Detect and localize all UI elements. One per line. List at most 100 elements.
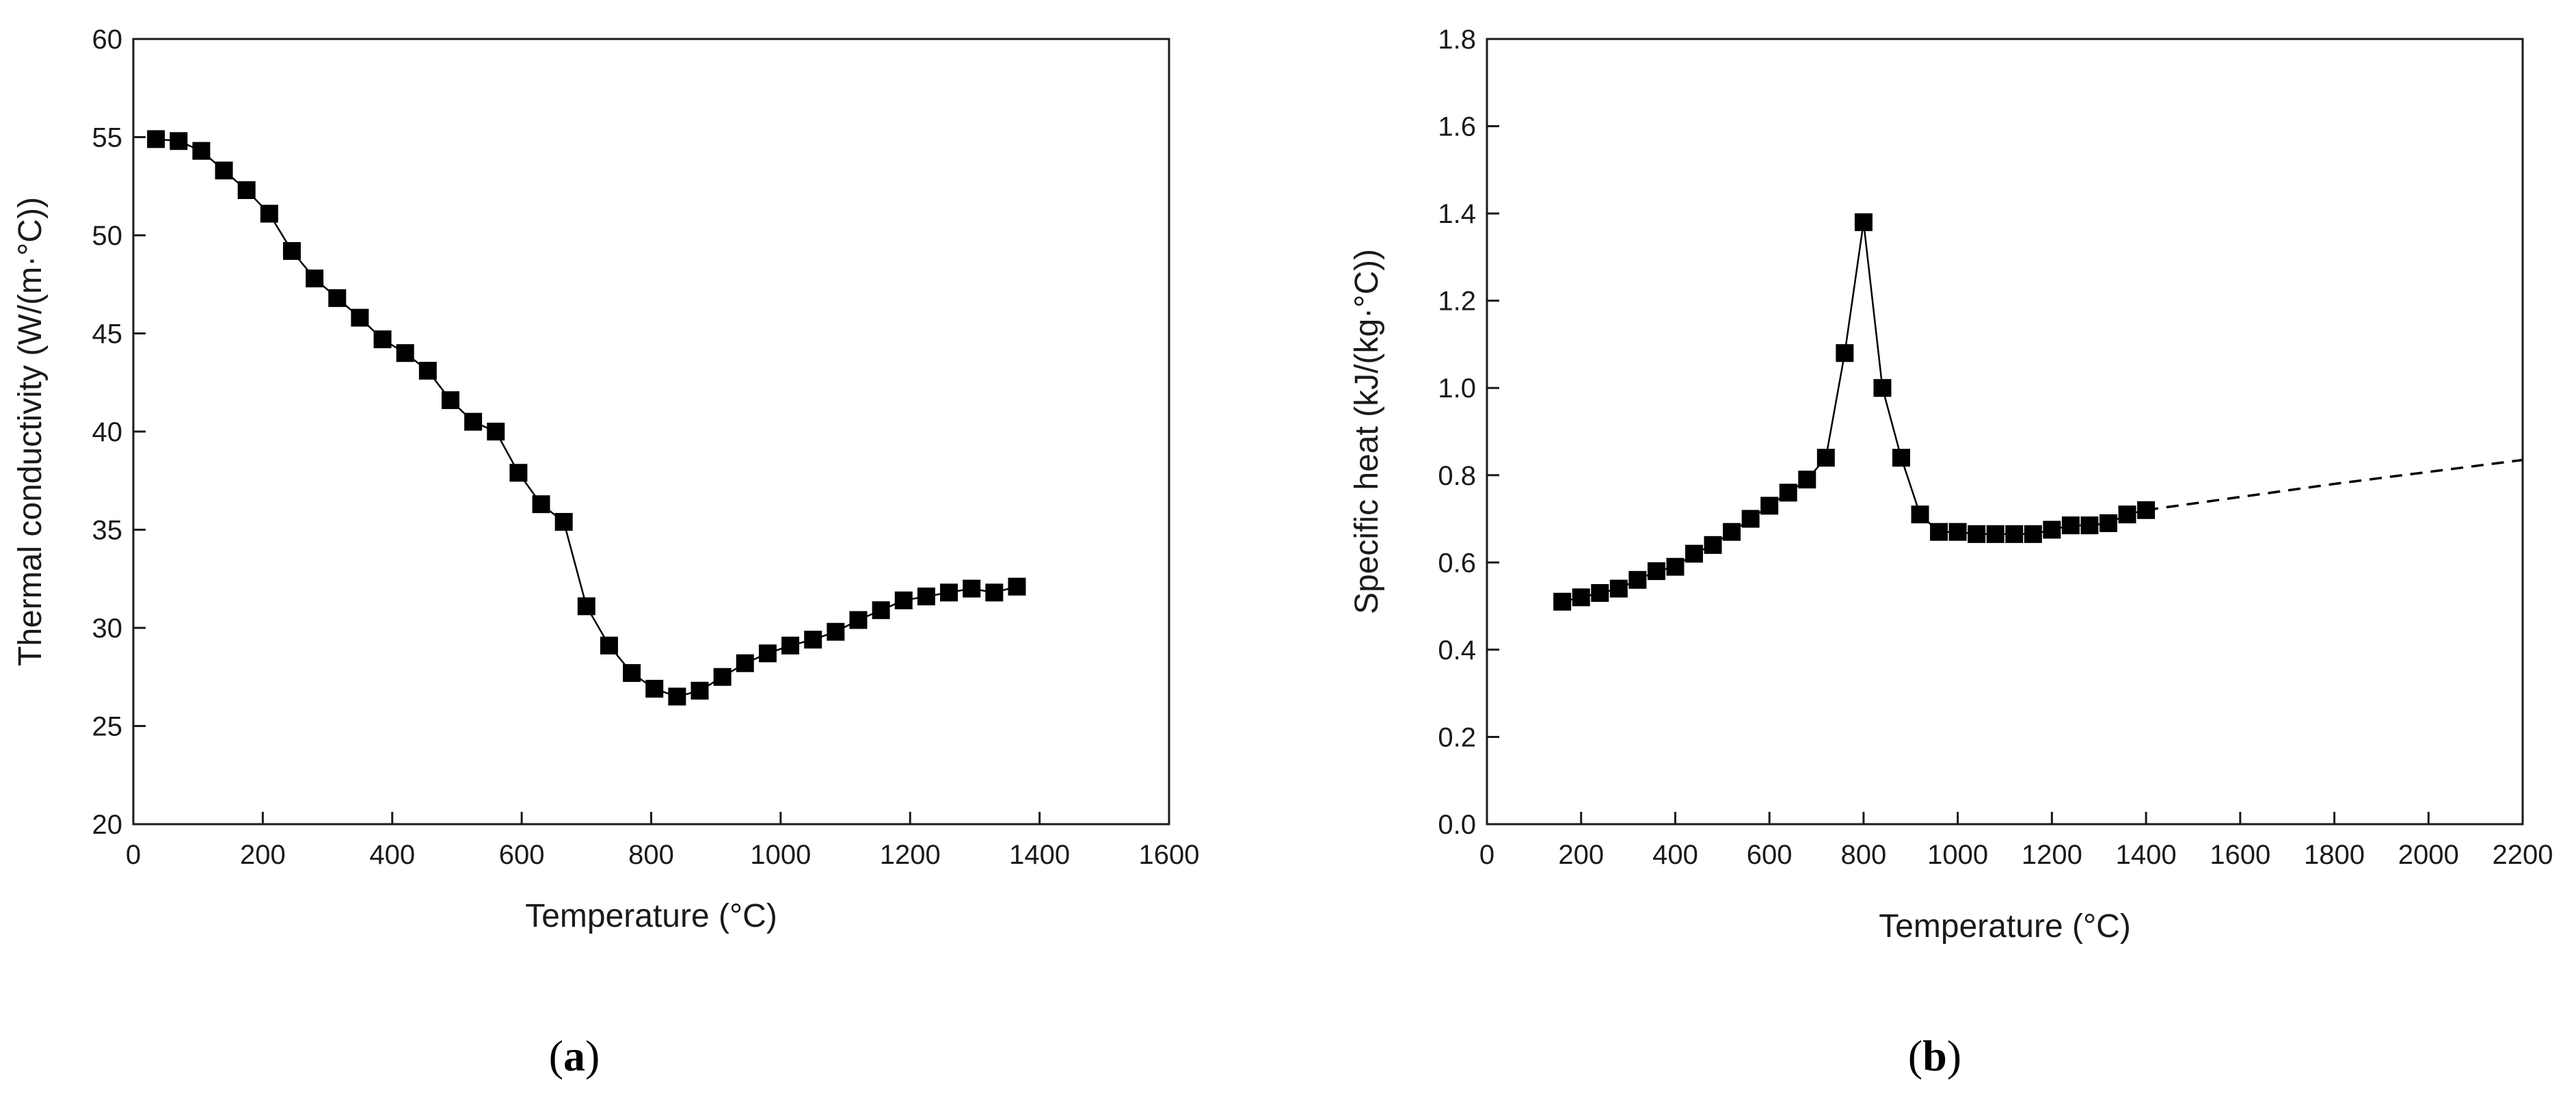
chart-b-y-tick-label: 1.0: [1438, 373, 1476, 404]
chart-b-data-point: [1948, 523, 1967, 541]
chart-a-x-tick-label: 1600: [1139, 840, 1200, 870]
chart-b-data-point: [1816, 449, 1835, 467]
chart-a-data-point: [396, 344, 414, 362]
chart-a-data-point: [192, 142, 211, 160]
chart-a-marks: [147, 130, 1026, 706]
chart-b-caption-open: (: [1908, 1031, 1922, 1080]
chart-panel-a: 0 200 400 600 800 1000 1200 1400 1600 20 25 30 35 40…: [12, 25, 1199, 1080]
chart-b-x-tick-label: 0: [1479, 840, 1494, 870]
chart-b-caption-close: ): [1947, 1031, 1961, 1080]
chart-b-x-tick-label: 600: [1747, 840, 1793, 870]
chart-b-y-tick-label: 0.0: [1438, 810, 1476, 840]
chart-b-series-0-line: [1561, 222, 2147, 603]
chart-a-data-point: [713, 668, 732, 686]
chart-b-x-tick-label: 1600: [2210, 840, 2270, 870]
chart-b-x-tick-label: 400: [1652, 840, 1698, 870]
chart-b-data-point: [1723, 523, 1741, 541]
chart-a-data-point: [554, 513, 573, 531]
chart-a-data-point: [509, 464, 528, 482]
chart-a-data-point: [623, 664, 641, 683]
chart-b-data-point: [2024, 525, 2042, 543]
chart-a-x-tick-label: 0: [126, 840, 141, 870]
chart-b-y-tick-label: 1.4: [1438, 199, 1476, 229]
chart-b-x-ticks: 0 200 400 600 800 1000 1200 1400 1600 1800 2000 220…: [1479, 812, 2553, 870]
chart-a-data-point: [373, 330, 392, 349]
chart-a-data-point: [849, 611, 868, 629]
chart-a-data-point: [917, 588, 935, 606]
chart-a-data-point: [668, 687, 686, 706]
chart-b-y-tick-label: 0.2: [1438, 722, 1476, 752]
chart-b-plot-frame: [1486, 38, 2524, 826]
chart-b-data-point: [1647, 562, 1665, 581]
chart-b-series-1-line: [2145, 458, 2523, 512]
chart-a-data-point: [645, 679, 664, 698]
chart-b-data-point: [2099, 514, 2117, 532]
chart-a-y-tick-label: 55: [92, 123, 123, 153]
chart-a-caption-letter: a: [563, 1031, 585, 1080]
chart-a-data-point: [804, 631, 822, 649]
chart-a-x-tick-label: 200: [240, 840, 286, 870]
chart-b-x-tick-label: 1800: [2304, 840, 2365, 870]
chart-b-data-point: [1911, 505, 1929, 524]
chart-b-x-axis-title: Temperature (°C): [1879, 908, 2131, 945]
chart-b-data-point: [1968, 525, 1986, 543]
chart-a-y-tick-label: 50: [92, 221, 123, 251]
chart-b-x-tick-label: 200: [1558, 840, 1604, 870]
chart-b-data-point: [1779, 484, 1797, 502]
chart-b-data-point: [1685, 544, 1703, 563]
chart-b-data-point: [1798, 471, 1816, 489]
chart-b-x-tick-label: 800: [1841, 840, 1887, 870]
chart-a-data-point: [147, 130, 165, 148]
chart-a-x-ticks: 0 200 400 600 800 1000 1200 1400 1600: [126, 812, 1200, 870]
chart-b-data-point: [1741, 510, 1760, 528]
chart-a-data-point: [170, 132, 188, 150]
chart-b-data-point: [2043, 520, 2061, 539]
chart-b-data-point: [1666, 557, 1685, 576]
chart-b-data-point: [1854, 213, 1873, 231]
chart-a-x-tick-label: 400: [369, 840, 415, 870]
chart-panel-b: 0 200 400 600 800 1000 1200 1400 1600 1800 2000 220…: [1349, 25, 2553, 1080]
chart-a-x-tick-label: 600: [499, 840, 545, 870]
chart-a-data-point: [781, 636, 800, 655]
chart-a-data-point: [758, 644, 777, 663]
chart-a-data-point: [690, 681, 709, 700]
chart-a-caption: (a): [549, 1031, 600, 1080]
chart-a-y-tick-label: 25: [92, 712, 123, 742]
chart-b-data-point: [1986, 525, 2004, 543]
chart-b-data-point: [1553, 592, 1572, 611]
chart-a-data-point: [237, 181, 256, 199]
chart-b-data-point: [2061, 516, 2080, 535]
chart-b-data-point: [2118, 505, 2136, 524]
chart-b-data-point: [1930, 523, 1948, 541]
chart-b-data-point: [1609, 579, 1628, 598]
chart-a-x-tick-label: 1000: [750, 840, 811, 870]
chart-a-data-point: [351, 308, 369, 327]
chart-b-y-tick-label: 1.2: [1438, 287, 1476, 317]
chart-b-data-point: [1572, 588, 1590, 607]
chart-b-caption: (b): [1908, 1031, 1961, 1080]
chart-b-y-tick-label: 0.8: [1438, 461, 1476, 491]
chart-a-data-point: [418, 362, 437, 380]
chart-a-data-point: [306, 269, 324, 288]
chart-b-data-point: [1892, 449, 1910, 467]
chart-a-data-point: [736, 654, 754, 672]
chart-a-x-tick-label: 800: [628, 840, 674, 870]
chart-a-data-point: [532, 495, 550, 514]
chart-a-y-tick-label: 60: [92, 25, 123, 55]
chart-b-x-tick-label: 2000: [2398, 840, 2459, 870]
chart-b-x-tick-label: 1000: [1927, 840, 1988, 870]
chart-b-data-point: [2080, 516, 2099, 535]
chart-b-data-point: [1873, 379, 1892, 397]
chart-b-data-point: [1836, 344, 1854, 362]
chart-b-marks: [1553, 213, 2523, 611]
chart-b-data-point: [1704, 536, 1722, 554]
chart-a-data-point: [963, 579, 981, 598]
chart-a-data-point: [600, 636, 618, 655]
chart-b-data-point: [1591, 583, 1609, 602]
chart-a-data-point: [282, 241, 301, 260]
chart-b-x-tick-label: 1400: [2116, 840, 2177, 870]
chart-a-x-tick-label: 1200: [880, 840, 941, 870]
chart-a-data-point: [441, 391, 459, 410]
chart-b-x-tick-label: 2200: [2493, 840, 2553, 870]
